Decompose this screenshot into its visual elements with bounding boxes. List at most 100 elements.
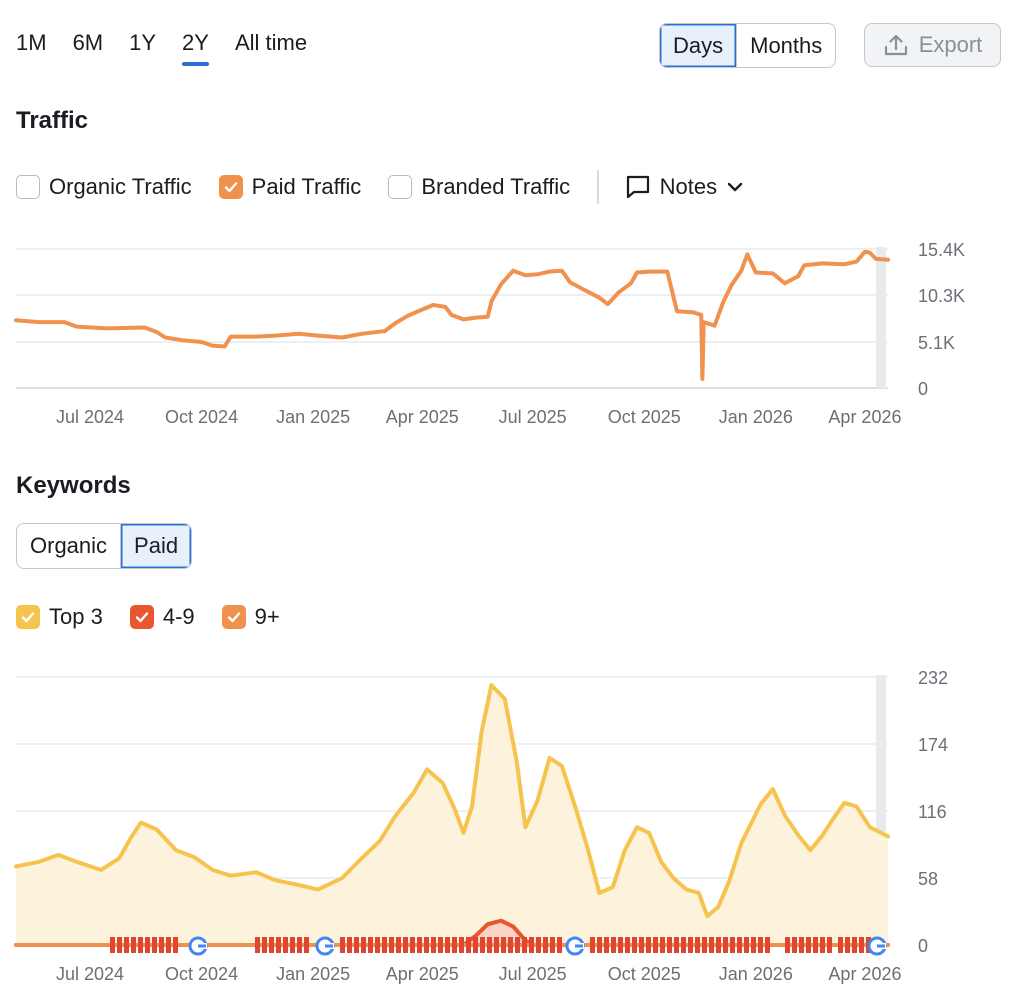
note-marker[interactable] (845, 937, 850, 953)
note-marker[interactable] (529, 937, 534, 953)
note-marker[interactable] (459, 937, 464, 953)
note-marker[interactable] (110, 937, 115, 953)
organic-traffic-checkbox[interactable]: Organic Traffic (16, 174, 192, 200)
months-button[interactable]: Months (736, 24, 835, 67)
legend-4-9[interactable]: 4-9 (129, 604, 195, 630)
note-marker[interactable] (473, 937, 478, 953)
note-marker[interactable] (424, 937, 429, 953)
note-marker[interactable] (716, 937, 721, 953)
google-update-icon[interactable] (867, 936, 887, 956)
paid-traffic-checkbox[interactable]: Paid Traffic (218, 174, 361, 200)
range-tab-2y[interactable]: 2Y (182, 30, 209, 66)
note-marker[interactable] (550, 937, 555, 953)
google-update-icon[interactable] (315, 936, 335, 956)
note-marker[interactable] (159, 937, 164, 953)
note-marker[interactable] (145, 937, 150, 953)
note-marker[interactable] (382, 937, 387, 953)
note-marker[interactable] (501, 937, 506, 953)
note-marker[interactable] (785, 937, 790, 953)
note-marker[interactable] (632, 937, 637, 953)
legend-top-3[interactable]: Top 3 (16, 604, 103, 630)
note-marker[interactable] (557, 937, 562, 953)
note-marker[interactable] (838, 937, 843, 953)
note-marker[interactable] (827, 937, 832, 953)
note-marker[interactable] (653, 937, 658, 953)
paid-toggle-button[interactable]: Paid (120, 524, 192, 568)
note-marker[interactable] (269, 937, 274, 953)
note-marker[interactable] (660, 937, 665, 953)
note-marker[interactable] (744, 937, 749, 953)
note-marker[interactable] (820, 937, 825, 953)
note-marker[interactable] (131, 937, 136, 953)
note-marker[interactable] (639, 937, 644, 953)
note-marker[interactable] (522, 937, 527, 953)
note-marker[interactable] (368, 937, 373, 953)
note-marker[interactable] (124, 937, 129, 953)
note-marker[interactable] (799, 937, 804, 953)
note-marker[interactable] (297, 937, 302, 953)
notes-dropdown[interactable]: Notes (625, 174, 744, 200)
note-marker[interactable] (681, 937, 686, 953)
scrollbar-handle[interactable] (876, 675, 886, 945)
note-marker[interactable] (543, 937, 548, 953)
note-marker[interactable] (813, 937, 818, 953)
note-marker[interactable] (417, 937, 422, 953)
organic-toggle-button[interactable]: Organic (30, 533, 108, 558)
note-marker[interactable] (806, 937, 811, 953)
note-marker[interactable] (702, 937, 707, 953)
range-tab-1m[interactable]: 1M (16, 30, 47, 55)
note-marker[interactable] (138, 937, 143, 953)
note-marker[interactable] (792, 937, 797, 953)
range-tab-6m[interactable]: 6M (72, 30, 104, 55)
note-marker[interactable] (396, 937, 401, 953)
note-marker[interactable] (646, 937, 651, 953)
note-marker[interactable] (737, 937, 742, 953)
note-marker[interactable] (276, 937, 281, 953)
export-button[interactable]: Export (864, 23, 1001, 67)
note-marker[interactable] (480, 937, 485, 953)
note-marker[interactable] (255, 937, 260, 953)
note-marker[interactable] (438, 937, 443, 953)
note-marker[interactable] (515, 937, 520, 953)
note-marker[interactable] (508, 937, 513, 953)
note-marker[interactable] (389, 937, 394, 953)
note-marker[interactable] (597, 937, 602, 953)
note-marker[interactable] (494, 937, 499, 953)
note-marker[interactable] (611, 937, 616, 953)
legend-9-plus[interactable]: 9+ (221, 604, 280, 630)
note-marker[interactable] (695, 937, 700, 953)
note-marker[interactable] (304, 937, 309, 953)
note-marker[interactable] (361, 937, 366, 953)
note-marker[interactable] (290, 937, 295, 953)
note-marker[interactable] (347, 937, 352, 953)
google-update-icon[interactable] (565, 936, 585, 956)
note-marker[interactable] (674, 937, 679, 953)
note-marker[interactable] (340, 937, 345, 953)
note-marker[interactable] (487, 937, 492, 953)
note-marker[interactable] (618, 937, 623, 953)
note-marker[interactable] (688, 937, 693, 953)
note-marker[interactable] (852, 937, 857, 953)
note-marker[interactable] (431, 937, 436, 953)
range-tab-1y[interactable]: 1Y (129, 30, 157, 55)
note-marker[interactable] (709, 937, 714, 953)
note-marker[interactable] (859, 937, 864, 953)
note-marker[interactable] (117, 937, 122, 953)
note-marker[interactable] (262, 937, 267, 953)
note-marker[interactable] (403, 937, 408, 953)
note-marker[interactable] (758, 937, 763, 953)
note-marker[interactable] (152, 937, 157, 953)
note-marker[interactable] (173, 937, 178, 953)
days-button[interactable]: Days (660, 24, 737, 67)
note-marker[interactable] (166, 937, 171, 953)
scrollbar-handle[interactable] (876, 247, 886, 388)
note-marker[interactable] (604, 937, 609, 953)
note-marker[interactable] (625, 937, 630, 953)
note-marker[interactable] (536, 937, 541, 953)
note-marker[interactable] (283, 937, 288, 953)
note-marker[interactable] (590, 937, 595, 953)
note-marker[interactable] (452, 937, 457, 953)
note-marker[interactable] (466, 937, 471, 953)
note-marker[interactable] (410, 937, 415, 953)
note-marker[interactable] (667, 937, 672, 953)
